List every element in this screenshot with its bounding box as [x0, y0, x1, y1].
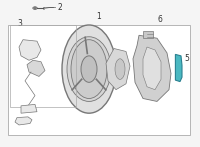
Polygon shape [21, 104, 37, 113]
Text: 1: 1 [97, 12, 101, 21]
Polygon shape [106, 49, 130, 90]
Bar [8, 25, 190, 135]
Polygon shape [133, 35, 171, 101]
Ellipse shape [67, 37, 111, 101]
Polygon shape [143, 47, 161, 90]
Text: 6: 6 [158, 15, 162, 24]
Polygon shape [15, 117, 32, 125]
Ellipse shape [33, 7, 37, 9]
Text: 2: 2 [58, 3, 62, 12]
Ellipse shape [34, 7, 36, 9]
Ellipse shape [81, 56, 97, 82]
Ellipse shape [71, 40, 107, 98]
Polygon shape [27, 60, 45, 76]
Bar [10, 25, 76, 107]
Ellipse shape [82, 57, 100, 81]
Polygon shape [19, 40, 41, 60]
Polygon shape [175, 54, 182, 82]
Ellipse shape [62, 25, 116, 113]
Text: 5: 5 [185, 54, 189, 63]
Text: 4: 4 [118, 54, 122, 63]
Text: 3: 3 [18, 19, 22, 28]
Polygon shape [143, 31, 153, 38]
Ellipse shape [115, 59, 125, 79]
